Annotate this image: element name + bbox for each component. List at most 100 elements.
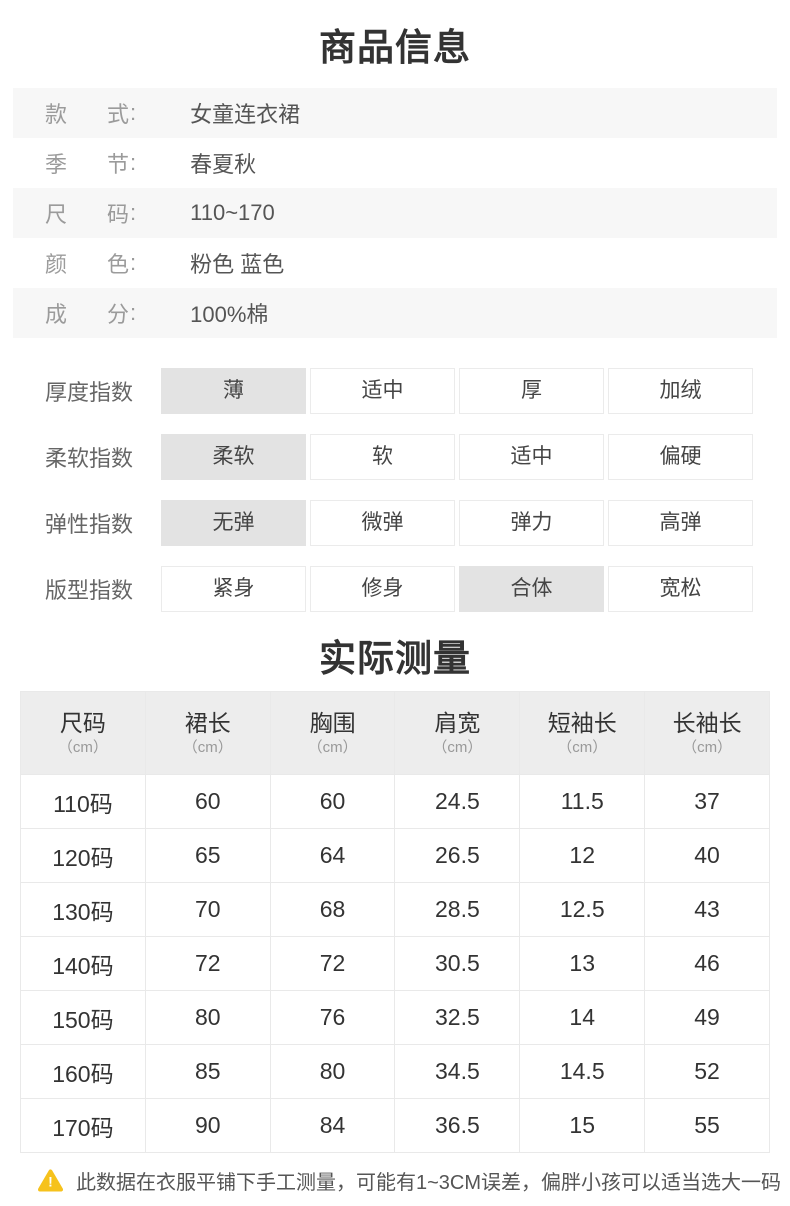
value-cell: 40: [644, 828, 770, 883]
index-label-fit: 版型指数: [45, 578, 134, 603]
header-unit: （cm）: [57, 738, 108, 756]
info-value-size: 110~170: [190, 200, 275, 225]
info-row-size: 尺码: 110~170: [13, 188, 777, 238]
index-option-fit-1: 修身: [310, 566, 455, 612]
measurement-col-header-3: 肩宽 （cm）: [394, 691, 521, 775]
value-cell: 70: [144, 882, 271, 937]
svg-text:!: !: [48, 1173, 53, 1189]
page-title: 商品信息: [319, 27, 471, 68]
table-row: 120码 65 64 26.5 12 40: [20, 828, 770, 883]
index-option-thickness-3: 加绒: [608, 368, 753, 414]
value-cell: 55: [644, 1098, 770, 1153]
header-name: 长袖长: [672, 709, 742, 736]
index-section: 厚度指数 薄适中厚加绒柔软指数 柔软软适中 偏硬弹性指数 无弹 微弹 弹力 高弹版型指数 紧身修…: [0, 368, 790, 612]
measurement-col-header-5: 长袖长 （cm）: [644, 691, 770, 775]
value-cell: 72: [144, 936, 271, 991]
measurement-note: ! 此数据在衣服平铺下手工测量，可能有1~3CM误差，偏胖小孩可以适当选大一码: [0, 1163, 790, 1197]
measurement-col-header-2: 胸围 （cm）: [269, 691, 396, 775]
index-options-softness: 柔软软适中 偏硬: [161, 434, 753, 480]
header-name: 胸围: [309, 709, 356, 736]
value-cell: 15: [519, 1098, 646, 1153]
value-cell: 26.5: [394, 828, 521, 883]
value-cell: 52: [644, 1044, 770, 1099]
value-cell: 80: [144, 990, 271, 1045]
index-option-elasticity-3: 高弹: [608, 500, 753, 546]
header-unit: （cm）: [557, 738, 608, 756]
value-cell: 85: [144, 1044, 271, 1099]
value-cell: 76: [269, 990, 396, 1045]
size-cell: 150码: [20, 990, 146, 1045]
measurement-col-header-0: 尺码 （cm）: [20, 691, 146, 775]
info-label-season: 季节: [45, 152, 129, 177]
value-cell: 80: [269, 1044, 396, 1099]
value-cell: 90: [144, 1098, 271, 1153]
index-row-thickness: 厚度指数 薄适中厚加绒: [0, 368, 790, 414]
info-label-material: 成分: [45, 302, 129, 327]
info-label-size: 尺码: [45, 202, 129, 227]
size-cell: 110码: [20, 774, 146, 829]
value-cell: 49: [644, 990, 770, 1045]
product-detail-page: 商品信息 款式: 女童连衣裙季节: 春夏秋尺码: 110~170 颜色: 粉色 蓝色成分:…: [0, 25, 790, 1197]
value-cell: 37: [644, 774, 770, 829]
table-row: 150码 80 76 32.5 14 49: [20, 990, 770, 1045]
index-row-elasticity: 弹性指数 无弹 微弹 弹力 高弹: [0, 500, 790, 546]
measurement-header-row: 尺码 （cm） 裙长 （cm） 胸围 （cm） 肩宽 （cm） 短袖长 （cm） 长袖长 （cm）: [20, 691, 770, 775]
measurement-table-head: 尺码 （cm） 裙长 （cm） 胸围 （cm） 肩宽 （cm） 短袖长 （cm） 长袖长 （cm）: [20, 691, 770, 775]
index-row-fit: 版型指数 紧身 修身 合体 宽松: [0, 566, 790, 612]
value-cell: 72: [269, 936, 396, 991]
table-row: 110码 60 60 24.5 11.5 37: [20, 774, 770, 829]
info-label-colon: :: [130, 150, 137, 175]
value-cell: 24.5: [394, 774, 521, 829]
measurement-note-text: 此数据在衣服平铺下手工测量，可能有1~3CM误差，偏胖小孩可以适当选大一码: [76, 1171, 782, 1194]
warning-triangle-icon: !: [38, 1169, 63, 1191]
index-option-softness-0-selected: 柔软: [161, 434, 306, 480]
index-option-softness-1: 软: [310, 434, 455, 480]
value-cell: 60: [144, 774, 271, 829]
index-options-thickness: 薄适中厚加绒: [161, 368, 753, 414]
measurement-col-header-1: 裙长 （cm）: [144, 691, 271, 775]
index-option-elasticity-2: 弹力: [459, 500, 604, 546]
info-row-material: 成分: 100%棉: [13, 288, 777, 338]
value-cell: 11.5: [519, 774, 646, 829]
value-cell: 36.5: [394, 1098, 521, 1153]
value-cell: 14.5: [519, 1044, 646, 1099]
size-cell: 170码: [20, 1098, 146, 1153]
header-name: 肩宽: [434, 709, 481, 736]
header-unit: （cm）: [307, 738, 358, 756]
info-label-color: 颜色: [45, 252, 129, 277]
index-options-elasticity: 无弹 微弹 弹力 高弹: [161, 500, 753, 546]
measurement-table-wrap: 尺码 （cm） 裙长 （cm） 胸围 （cm） 肩宽 （cm） 短袖长 （cm） 长袖长 （cm） 1…: [20, 691, 770, 1153]
value-cell: 34.5: [394, 1044, 521, 1099]
index-options-fit: 紧身 修身 合体 宽松: [161, 566, 753, 612]
header-name: 裙长: [184, 709, 231, 736]
value-cell: 13: [519, 936, 646, 991]
table-row: 170码 90 84 36.5 15 55: [20, 1098, 770, 1153]
index-row-softness: 柔软指数 柔软软适中 偏硬: [0, 434, 790, 480]
table-row: 130码 70 68 28.5 12.5 43: [20, 882, 770, 937]
index-option-elasticity-1: 微弹: [310, 500, 455, 546]
value-cell: 65: [144, 828, 271, 883]
size-cell: 140码: [20, 936, 146, 991]
index-option-softness-2: 适中: [459, 434, 604, 480]
index-label-thickness: 厚度指数: [45, 380, 134, 405]
index-label-elasticity: 弹性指数: [45, 512, 134, 537]
info-label-colon: :: [130, 250, 137, 275]
value-cell: 68: [269, 882, 396, 937]
info-row-color: 颜色: 粉色 蓝色: [13, 238, 777, 288]
info-label-colon: :: [130, 100, 137, 125]
index-option-elasticity-0-selected: 无弹: [161, 500, 306, 546]
measurement-table-body: 110码 60 60 24.5 11.5 37 120码 65 64 26.5 12 40 130码 70…: [20, 774, 770, 1153]
index-option-fit-0: 紧身: [161, 566, 306, 612]
size-cell: 120码: [20, 828, 146, 883]
info-value-color: 粉色 蓝色: [190, 252, 285, 277]
index-option-thickness-1: 适中: [310, 368, 455, 414]
info-label-colon: :: [130, 300, 137, 325]
index-label-softness: 柔软指数: [45, 446, 134, 471]
value-cell: 84: [269, 1098, 396, 1153]
value-cell: 12.5: [519, 882, 646, 937]
table-row: 160码 85 80 34.5 14.5 52: [20, 1044, 770, 1099]
value-cell: 43: [644, 882, 770, 937]
size-cell: 160码: [20, 1044, 146, 1099]
info-value-material: 100%棉: [190, 302, 269, 327]
measurement-col-header-4: 短袖长 （cm）: [519, 691, 646, 775]
